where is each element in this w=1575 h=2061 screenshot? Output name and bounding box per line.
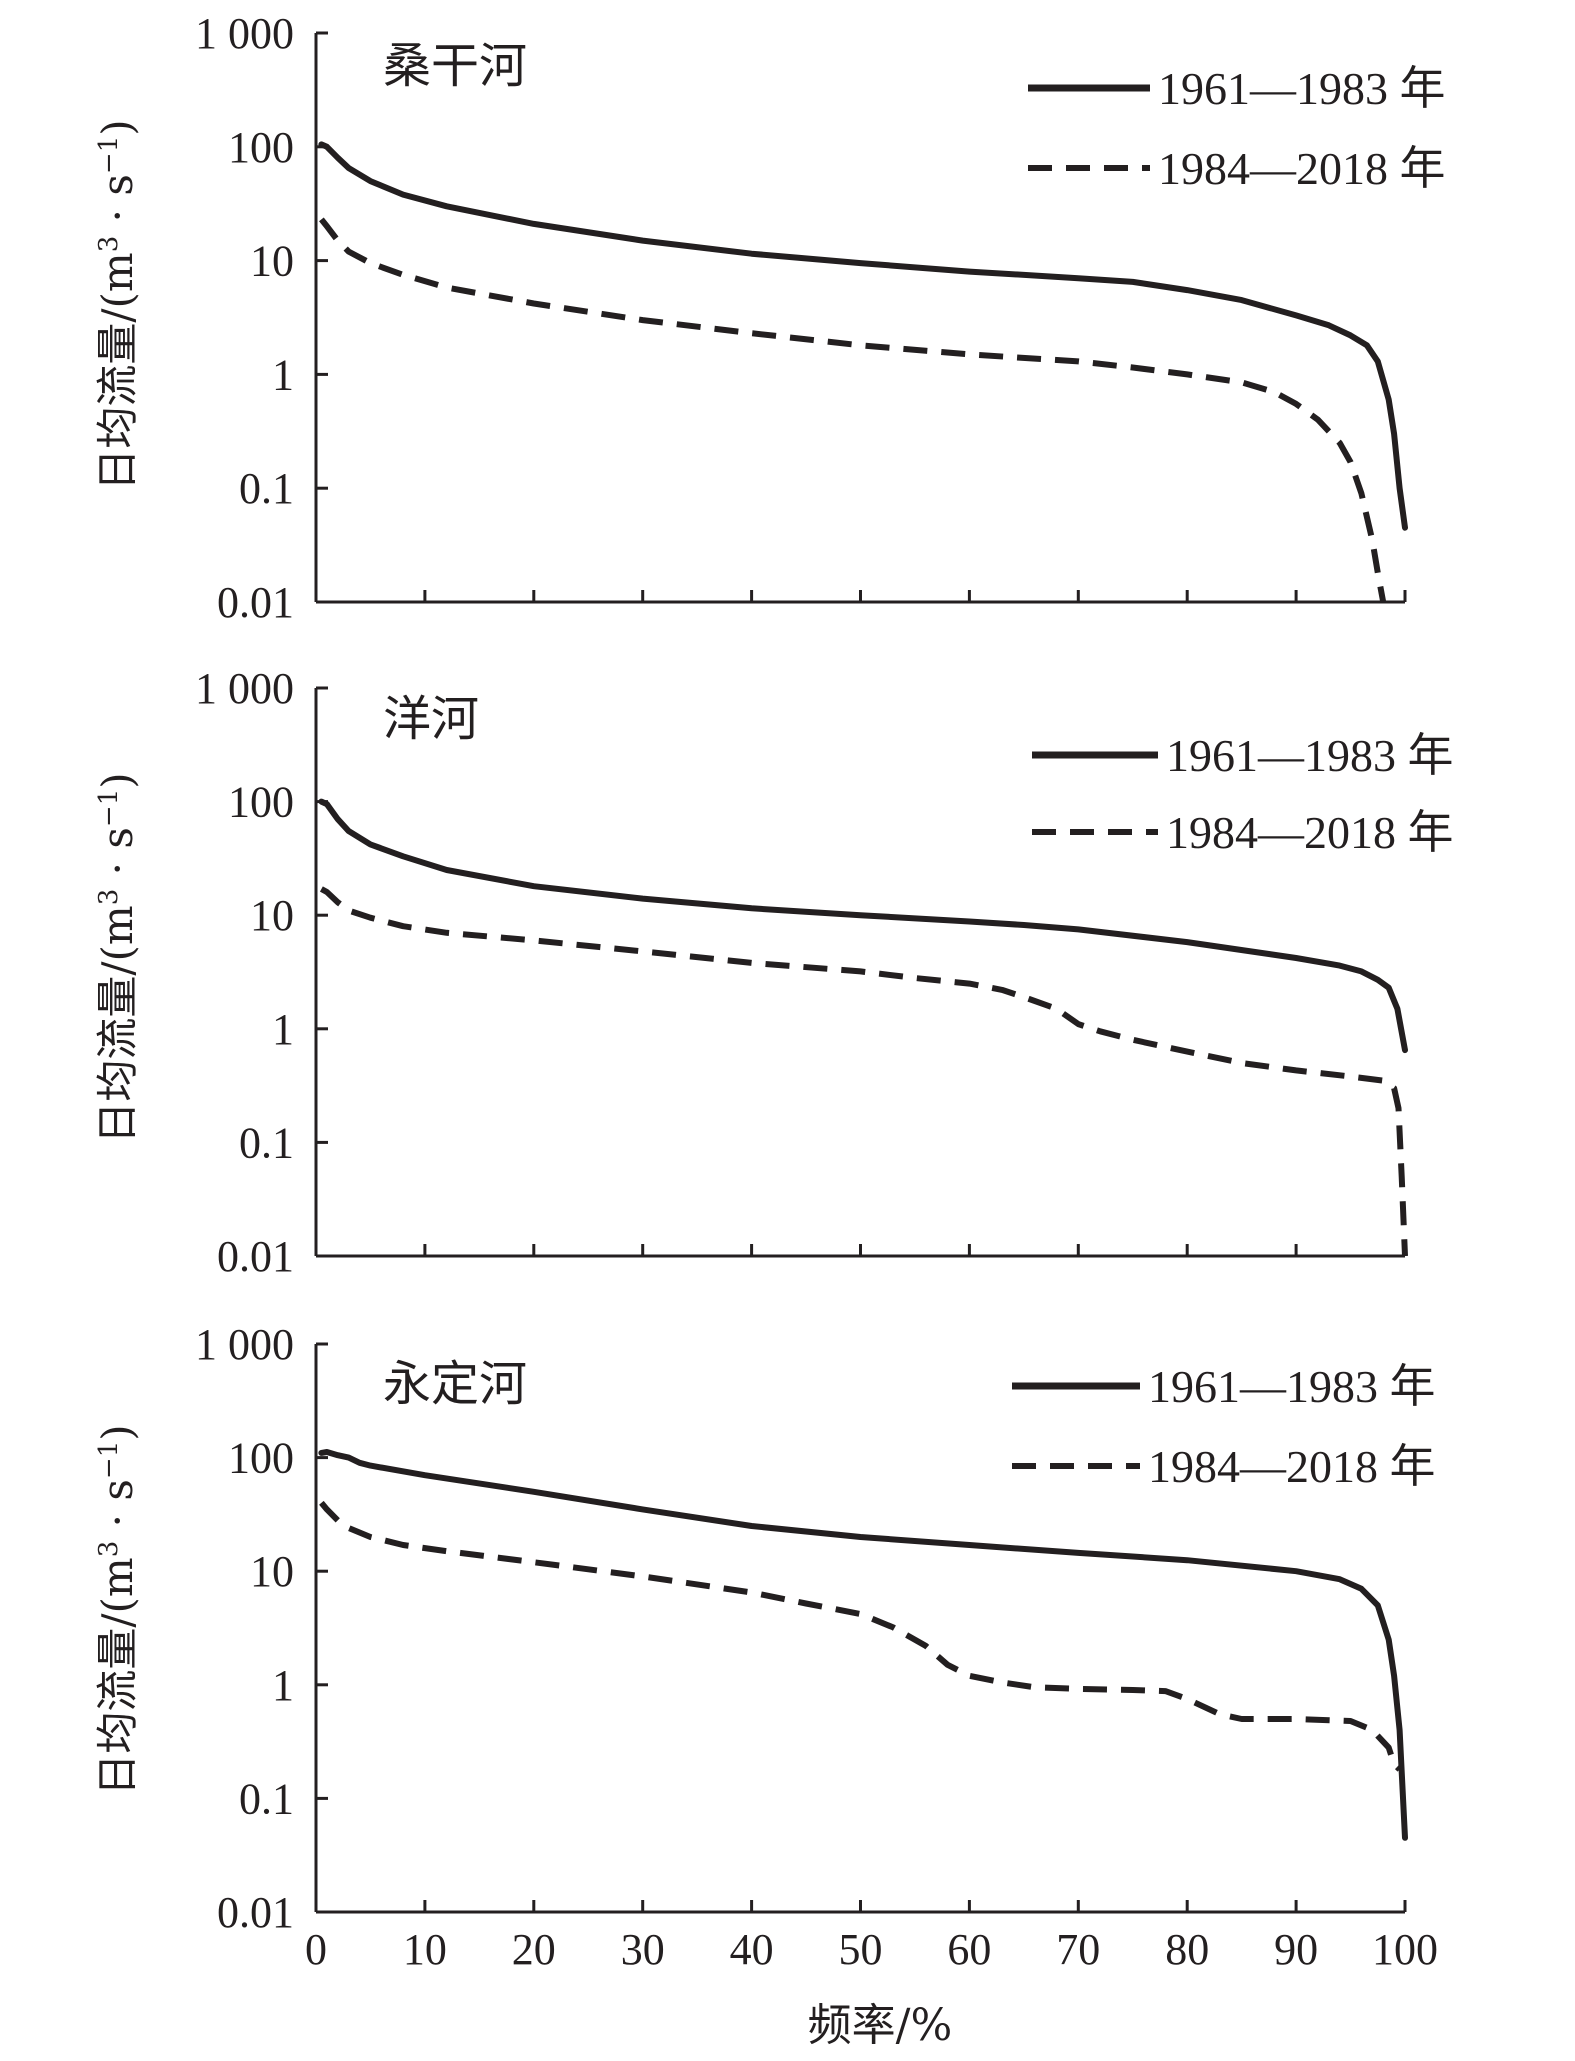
y-tick-label: 1 bbox=[272, 1661, 294, 1710]
y-tick-label: 100 bbox=[228, 123, 294, 172]
y-axis-title: 日均流量/(m3 · s−1) bbox=[93, 1424, 142, 1795]
legend-label-1961-1983: 1961—1983 年 bbox=[1148, 1361, 1436, 1412]
x-tick-label: 30 bbox=[621, 1925, 665, 1974]
legend-label-1961-1983: 1961—1983 年 bbox=[1166, 730, 1454, 781]
y-axis-label: 日均流量/(m3 · s−1) bbox=[93, 772, 142, 1143]
y-tick-label: 100 bbox=[228, 778, 294, 827]
y-tick-label: 0.01 bbox=[217, 578, 294, 627]
series-line-1984-2018 bbox=[319, 1500, 1402, 1772]
river-name: 桑干河 bbox=[383, 38, 527, 94]
legend-label-1984-2018: 1984—2018 年 bbox=[1148, 1441, 1436, 1492]
legend: 1961—1983 年 1984—2018 年 bbox=[1012, 1361, 1436, 1492]
series-line-1961-1983 bbox=[318, 141, 1408, 531]
y-tick-label: 1 000 bbox=[195, 1320, 294, 1369]
x-tick-label: 100 bbox=[1372, 1925, 1438, 1974]
y-tick-label: 1 000 bbox=[195, 9, 294, 58]
y-tick-label: 10 bbox=[250, 891, 294, 940]
y-tick-label: 100 bbox=[228, 1434, 294, 1483]
y-axis-label: 日均流量/(m3 · s−1) bbox=[93, 1424, 142, 1795]
x-tick-label: 0 bbox=[305, 1925, 327, 1974]
series-line-1984-2018 bbox=[319, 886, 1408, 1257]
series-line-1984-2018 bbox=[319, 217, 1387, 603]
y-axis-title: 日均流量/(m3 · s−1) bbox=[93, 119, 142, 490]
y-tick-label: 0.1 bbox=[239, 1118, 294, 1167]
y-tick-label: 0.1 bbox=[239, 464, 294, 513]
series-line-1961-1983 bbox=[318, 1449, 1408, 1841]
x-tick-label: 60 bbox=[947, 1925, 991, 1974]
y-tick-label: 0.1 bbox=[239, 1774, 294, 1823]
x-tick-label: 40 bbox=[730, 1925, 774, 1974]
y-tick-label: 1 bbox=[272, 1005, 294, 1054]
x-tick-label: 70 bbox=[1056, 1925, 1100, 1974]
x-axis-title: 频率/% bbox=[808, 2000, 953, 2051]
y-axis-title: 日均流量/(m3 · s−1) bbox=[93, 772, 142, 1143]
x-tick-label: 90 bbox=[1274, 1925, 1318, 1974]
y-tick-label: 0.01 bbox=[217, 1232, 294, 1281]
legend-label-1961-1983: 1961—1983 年 bbox=[1158, 63, 1446, 114]
y-tick-label: 0.01 bbox=[217, 1888, 294, 1937]
legend: 1961—1983 年 1984—2018 年 bbox=[1032, 730, 1454, 858]
river-name: 永定河 bbox=[383, 1356, 527, 1412]
chart-panel-yanghe: 日均流量/(m3 · s−1) 洋河 1961—1983 年 1984—2018… bbox=[93, 664, 1454, 1281]
y-tick-label: 1 bbox=[272, 350, 294, 399]
y-tick-label: 10 bbox=[250, 1547, 294, 1596]
chart-panel-sanggan: 日均流量/(m3 · s−1) 桑干河 1961—1983 年 1984—201… bbox=[93, 9, 1446, 627]
x-tick-label: 50 bbox=[839, 1925, 883, 1974]
river-name: 洋河 bbox=[383, 691, 479, 747]
legend-label-1984-2018: 1984—2018 年 bbox=[1166, 807, 1454, 858]
y-tick-label: 10 bbox=[250, 237, 294, 286]
y-tick-label: 1 000 bbox=[195, 664, 294, 713]
legend-label-1984-2018: 1984—2018 年 bbox=[1158, 143, 1446, 194]
legend: 1961—1983 年 1984—2018 年 bbox=[1028, 63, 1446, 194]
chart-panel-yongding: 日均流量/(m3 · s−1) 永定河 1961—1983 年 1984—201… bbox=[93, 1320, 1438, 1974]
y-axis-label: 日均流量/(m3 · s−1) bbox=[93, 119, 142, 490]
x-tick-label: 80 bbox=[1165, 1925, 1209, 1974]
x-tick-label: 10 bbox=[403, 1925, 447, 1974]
x-tick-label: 20 bbox=[512, 1925, 556, 1974]
series-line-1961-1983 bbox=[318, 798, 1408, 1054]
